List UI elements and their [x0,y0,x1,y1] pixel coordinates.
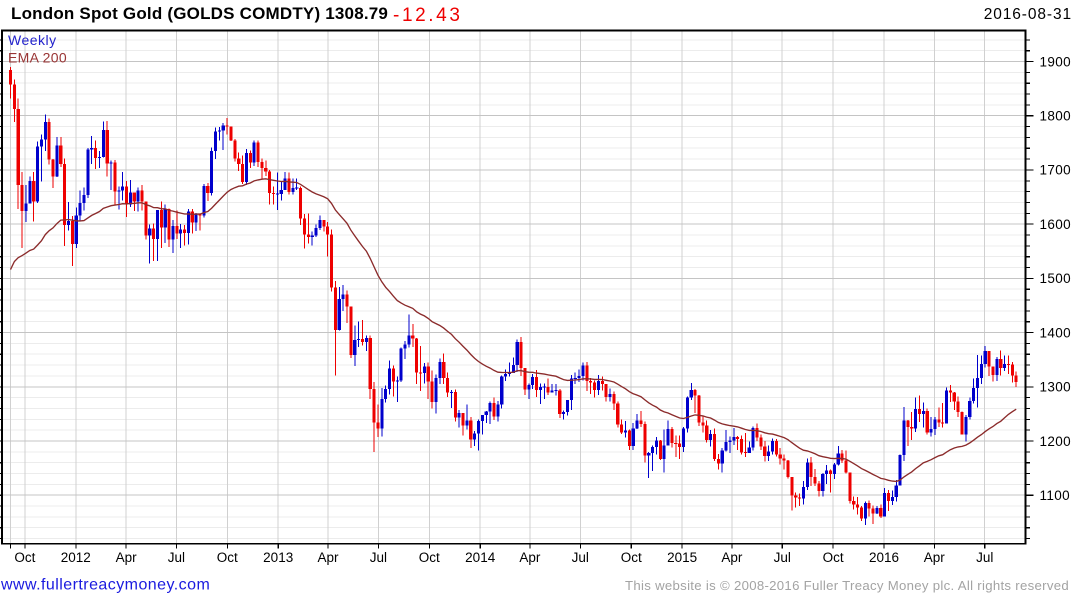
svg-text:Weekly: Weekly [8,32,57,48]
svg-text:1500: 1500 [1040,271,1071,286]
svg-text:1200: 1200 [1040,434,1071,449]
svg-text:Jul: Jul [572,550,589,565]
svg-text:1800: 1800 [1040,109,1071,124]
svg-text:Jul: Jul [976,550,993,565]
svg-text:London Spot Gold (GOLDS COMDTY: London Spot Gold (GOLDS COMDTY) 1308.79 … [11,4,463,26]
svg-text:1900: 1900 [1040,54,1071,69]
svg-text:2015: 2015 [667,550,697,565]
svg-text:Oct: Oct [823,550,844,565]
svg-text:www.fullertreacymoney.com: www.fullertreacymoney.com [0,577,210,594]
svg-text:EMA 200: EMA 200 [8,50,67,66]
svg-text:Apr: Apr [924,550,946,565]
svg-text:1600: 1600 [1040,217,1071,232]
svg-text:2013: 2013 [263,550,293,565]
svg-text:Jul: Jul [168,550,185,565]
svg-text:Apr: Apr [116,550,138,565]
svg-text:Oct: Oct [217,550,238,565]
svg-text:Oct: Oct [621,550,642,565]
svg-text:1100: 1100 [1040,488,1070,503]
svg-text:Oct: Oct [14,550,35,565]
svg-text:1300: 1300 [1040,380,1071,395]
svg-text:Jul: Jul [370,550,387,565]
svg-text:Apr: Apr [721,550,743,565]
svg-text:1700: 1700 [1040,163,1071,178]
svg-text:1400: 1400 [1040,325,1071,340]
svg-text:2012: 2012 [61,550,91,565]
svg-text:2016: 2016 [869,550,899,565]
svg-text:Apr: Apr [317,550,339,565]
svg-text:2014: 2014 [465,550,496,565]
svg-text:Oct: Oct [419,550,440,565]
svg-text:2016-08-31: 2016-08-31 [984,6,1072,23]
svg-text:Jul: Jul [774,550,791,565]
svg-text:This website is © 2008-2016 Fu: This website is © 2008-2016 Fuller Treac… [625,578,1069,593]
svg-text:Apr: Apr [519,550,541,565]
